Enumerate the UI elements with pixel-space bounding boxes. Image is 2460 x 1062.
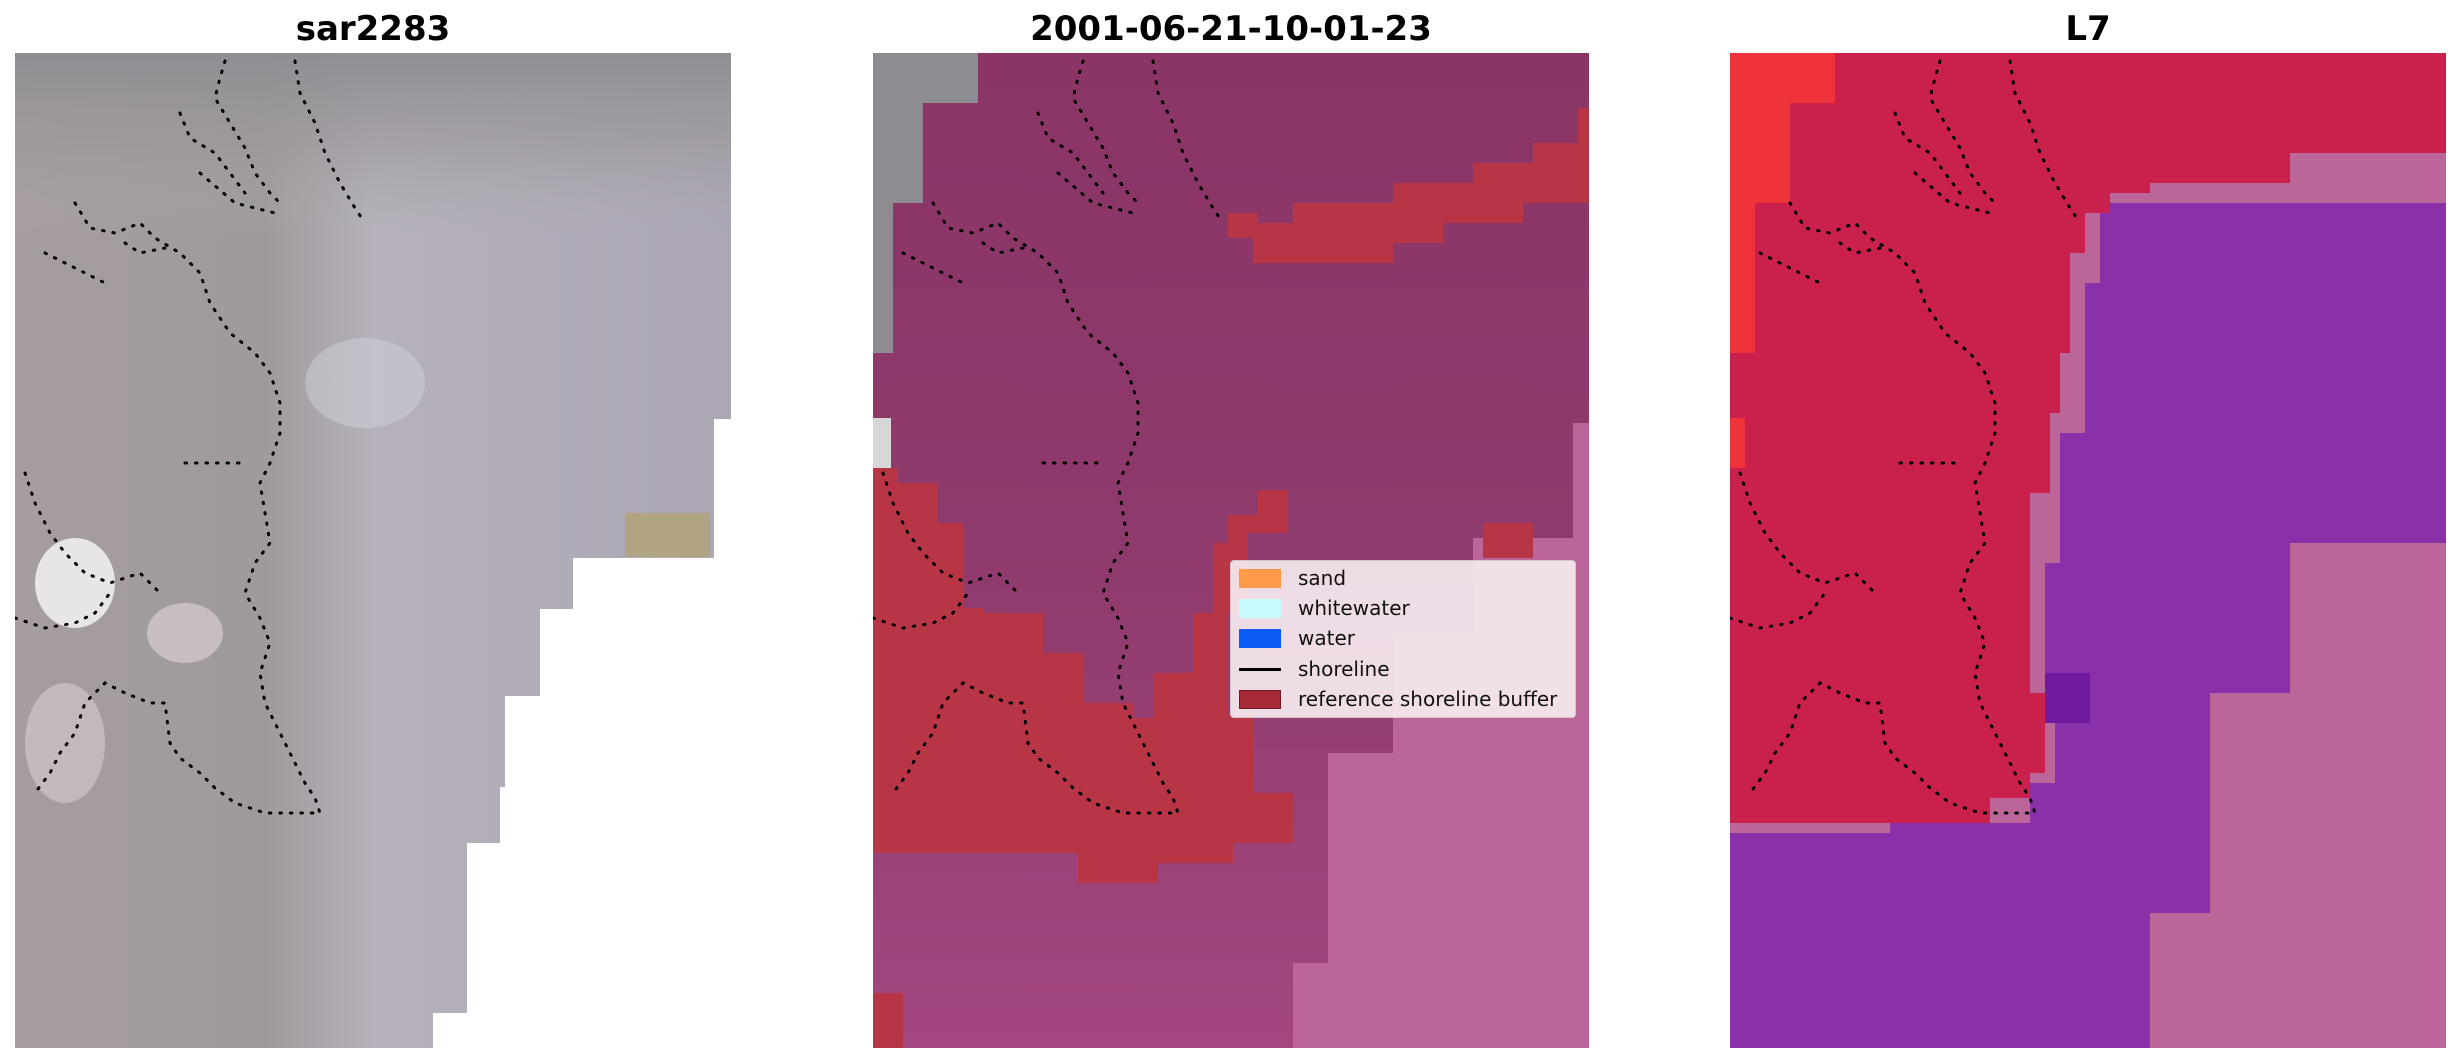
shoreline-dots [15, 59, 367, 815]
l7-land [1730, 53, 2446, 823]
legend-label: whitewater [1298, 596, 1410, 620]
shoreline-swatch [1239, 660, 1281, 679]
classification-panel [873, 53, 1589, 1048]
l7-water [1730, 203, 2446, 1048]
legend-label: water [1298, 626, 1355, 650]
panel-title-1: sar2283 [295, 9, 451, 49]
whitewater-swatch [1239, 598, 1281, 618]
water-swatch [1239, 628, 1281, 648]
legend-label: shoreline [1298, 657, 1390, 681]
legend-label: sand [1298, 566, 1347, 590]
legend-entry-water: water [1239, 624, 1355, 652]
panel-title-3: L7 [2065, 9, 2111, 49]
legend-label: reference shoreline buffer [1298, 687, 1558, 711]
buffer-swatch [1239, 689, 1281, 709]
gray-corner [873, 53, 978, 353]
sand-swatch [1239, 568, 1281, 588]
legend: sand whitewater water shoreline referenc… [1230, 560, 1576, 718]
l7-image [1730, 53, 2446, 1048]
legend-entry-sand: sand [1239, 564, 1346, 592]
rgb-image-panel [15, 53, 731, 1048]
classification-image [873, 53, 1589, 1048]
legend-entry-whitewater: whitewater [1239, 594, 1410, 622]
l7-panel [1730, 53, 2446, 1048]
shoreline-dots [1730, 59, 2082, 815]
legend-entry-buffer: reference shoreline buffer [1239, 685, 1557, 713]
shoreline-dots [873, 59, 1225, 815]
panel-title-2: 2001-06-21-10-01-23 [1030, 9, 1432, 49]
legend-entry-shoreline: shoreline [1239, 655, 1390, 683]
rgb-image [15, 53, 731, 1048]
